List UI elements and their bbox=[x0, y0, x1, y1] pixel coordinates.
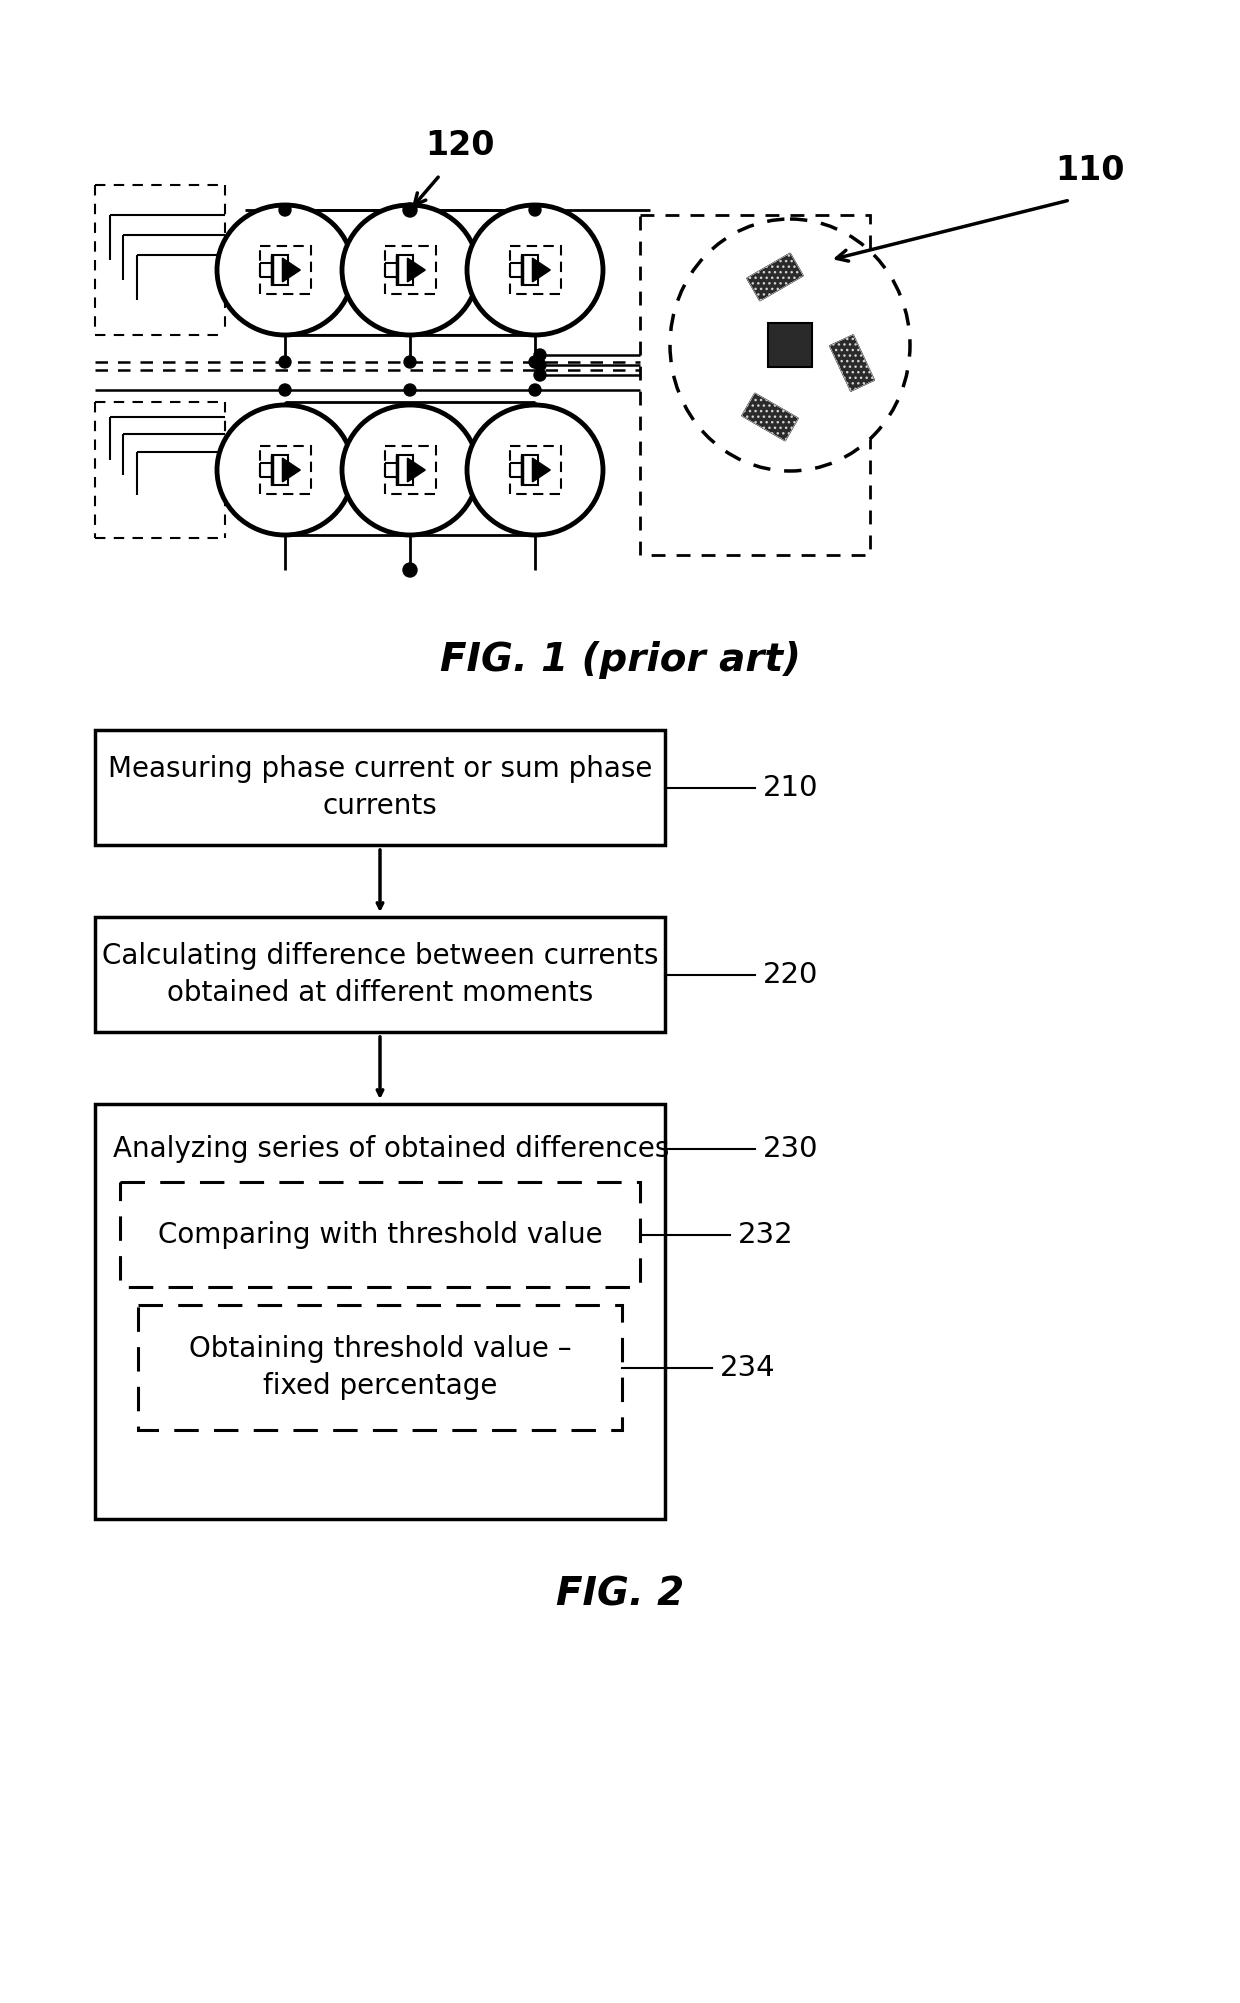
Circle shape bbox=[529, 204, 541, 216]
Bar bbox=[768, 322, 812, 367]
Bar bbox=[95, 917, 665, 1032]
Polygon shape bbox=[830, 335, 874, 391]
Ellipse shape bbox=[342, 405, 477, 535]
Ellipse shape bbox=[670, 218, 910, 471]
Bar bbox=[95, 1104, 665, 1518]
Polygon shape bbox=[532, 459, 551, 483]
Circle shape bbox=[529, 357, 541, 369]
Bar bbox=[384, 447, 435, 495]
Bar bbox=[138, 1306, 622, 1430]
Text: Comparing with threshold value: Comparing with threshold value bbox=[157, 1220, 603, 1248]
Bar bbox=[640, 214, 870, 555]
Ellipse shape bbox=[217, 204, 353, 335]
Bar bbox=[510, 246, 560, 294]
Ellipse shape bbox=[467, 405, 603, 535]
Text: 234: 234 bbox=[720, 1354, 776, 1382]
Polygon shape bbox=[532, 258, 551, 282]
Bar bbox=[397, 455, 413, 485]
Bar bbox=[273, 455, 288, 485]
Text: FIG. 1 (prior art): FIG. 1 (prior art) bbox=[439, 641, 801, 679]
Circle shape bbox=[404, 385, 415, 397]
Text: Measuring phase current or sum phase
currents: Measuring phase current or sum phase cur… bbox=[108, 755, 652, 819]
Bar bbox=[273, 254, 288, 284]
Polygon shape bbox=[746, 252, 804, 300]
Polygon shape bbox=[283, 459, 300, 483]
Circle shape bbox=[404, 357, 415, 369]
Circle shape bbox=[534, 349, 546, 361]
Bar bbox=[510, 447, 560, 495]
Text: 220: 220 bbox=[763, 961, 818, 989]
Text: 210: 210 bbox=[763, 773, 818, 801]
Circle shape bbox=[404, 204, 415, 216]
Bar bbox=[259, 447, 310, 495]
Circle shape bbox=[279, 204, 291, 216]
Bar bbox=[522, 254, 538, 284]
Text: Analyzing series of obtained differences: Analyzing series of obtained differences bbox=[113, 1136, 670, 1164]
Circle shape bbox=[403, 563, 417, 577]
Circle shape bbox=[279, 385, 291, 397]
Polygon shape bbox=[408, 258, 425, 282]
Circle shape bbox=[534, 369, 546, 381]
Bar bbox=[384, 246, 435, 294]
Circle shape bbox=[529, 385, 541, 397]
Bar bbox=[522, 455, 538, 485]
Text: 230: 230 bbox=[763, 1136, 818, 1164]
Circle shape bbox=[279, 357, 291, 369]
Text: FIG. 2: FIG. 2 bbox=[556, 1574, 684, 1612]
Polygon shape bbox=[742, 393, 799, 441]
Text: Obtaining threshold value –
fixed percentage: Obtaining threshold value – fixed percen… bbox=[188, 1336, 572, 1400]
Bar bbox=[397, 254, 413, 284]
Polygon shape bbox=[283, 258, 300, 282]
Circle shape bbox=[403, 202, 417, 216]
Text: 120: 120 bbox=[425, 128, 495, 162]
Polygon shape bbox=[408, 459, 425, 483]
Text: 232: 232 bbox=[738, 1220, 794, 1248]
Bar bbox=[259, 246, 310, 294]
Text: 110: 110 bbox=[1055, 154, 1125, 186]
Bar bbox=[95, 729, 665, 845]
Ellipse shape bbox=[342, 204, 477, 335]
Ellipse shape bbox=[217, 405, 353, 535]
Ellipse shape bbox=[467, 204, 603, 335]
Circle shape bbox=[534, 359, 546, 371]
Text: Calculating difference between currents
obtained at different moments: Calculating difference between currents … bbox=[102, 941, 658, 1008]
Bar bbox=[120, 1182, 640, 1288]
